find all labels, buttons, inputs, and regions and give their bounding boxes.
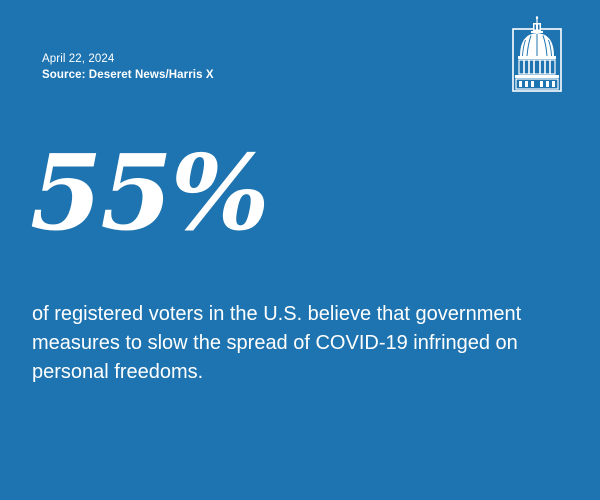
meta-block: April 22, 2024 Source: Deseret News/Harr… (42, 51, 214, 83)
capitol-dome-icon (512, 16, 562, 92)
statistic-description: of registered voters in the U.S. believe… (32, 303, 522, 383)
headline-statistic: 55% (30, 131, 270, 254)
publish-date: April 22, 2024 (42, 53, 115, 65)
source-credit: Source: Deseret News/Harris X (42, 69, 214, 81)
